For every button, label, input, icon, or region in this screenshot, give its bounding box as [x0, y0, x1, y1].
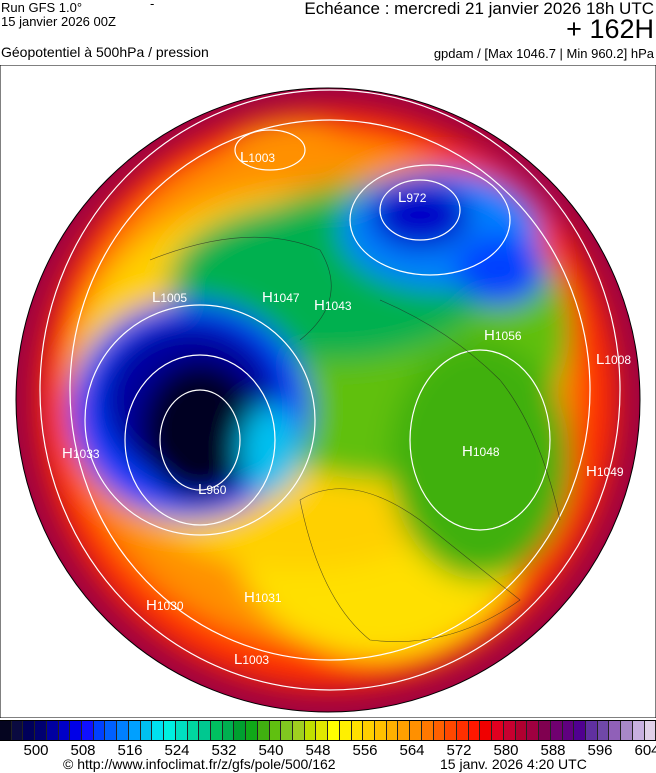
- color-swatch: [445, 721, 458, 740]
- color-swatch: [539, 721, 551, 740]
- color-scale-tick: 564: [399, 742, 425, 759]
- pressure-center: L972: [398, 189, 427, 206]
- pressure-center: L: [506, 117, 514, 134]
- color-swatch: [23, 721, 36, 740]
- color-swatch: [152, 721, 165, 740]
- color-scale-tick: 508: [70, 742, 96, 759]
- pressure-center: H1031: [244, 589, 282, 606]
- color-swatch: [468, 721, 481, 740]
- color-scale-tick: 588: [540, 742, 566, 759]
- color-swatch: [550, 721, 563, 740]
- color-scale-tick: 500: [23, 742, 49, 759]
- color-swatch: [421, 721, 434, 740]
- color-swatch: [11, 721, 24, 740]
- color-scale-tick: 556: [352, 742, 378, 759]
- color-swatch: [433, 721, 446, 740]
- pressure-center: L1003: [240, 149, 275, 166]
- color-scale-tick: 516: [117, 742, 143, 759]
- color-swatch: [304, 721, 317, 740]
- color-swatch: [117, 721, 129, 740]
- color-swatch: [632, 721, 645, 740]
- color-swatch: [140, 721, 153, 740]
- color-swatch: [527, 721, 540, 740]
- color-scale-tick: 572: [446, 742, 472, 759]
- polar-map: L1003 L972 H1047 H1043 L1005 H1056 L1008…: [0, 65, 656, 718]
- pressure-center: H1047: [262, 289, 300, 306]
- color-swatch: [257, 721, 270, 740]
- color-swatch: [457, 721, 469, 740]
- color-swatch: [281, 721, 293, 740]
- run-date: 15 janvier 2026 00Z: [1, 14, 116, 29]
- color-swatch: [210, 721, 223, 740]
- color-scale-tick: 580: [493, 742, 519, 759]
- pressure-center: H1048: [462, 443, 500, 460]
- pressure-center: H1043: [314, 297, 352, 314]
- pressure-center: H1033: [62, 445, 100, 462]
- color-swatch: [46, 721, 59, 740]
- color-swatch: [480, 721, 493, 740]
- color-swatch: [375, 721, 387, 740]
- separator-dash: -: [150, 0, 155, 11]
- pressure-center: L960: [198, 481, 227, 498]
- color-swatch: [82, 721, 94, 740]
- color-swatch: [316, 721, 329, 740]
- color-swatch: [222, 721, 235, 740]
- color-swatch: [339, 721, 352, 740]
- color-swatch: [597, 721, 610, 740]
- color-swatch: [562, 721, 575, 740]
- color-swatch: [164, 721, 176, 740]
- color-swatch: [292, 721, 305, 740]
- color-scale-tick: 524: [164, 742, 190, 759]
- color-swatch: [128, 721, 141, 740]
- color-scale-tick: 540: [258, 742, 284, 759]
- color-swatch: [574, 721, 586, 740]
- color-swatch: [398, 721, 411, 740]
- pressure-center: L1005: [152, 289, 187, 306]
- source-url: © http://www.infoclimat.fr/z/gfs/pole/50…: [63, 756, 336, 772]
- color-swatch: [175, 721, 188, 740]
- pressure-center: H1056: [484, 327, 522, 344]
- color-swatch: [644, 721, 656, 740]
- field-title: Géopotentiel à 500hPa / pression: [1, 44, 209, 60]
- pressure-center: H1049: [586, 463, 624, 480]
- color-swatch: [386, 721, 399, 740]
- forecast-time: Echéance : mercredi 21 janvier 2026 18h …: [304, 0, 654, 18]
- color-scale-tick: 604: [634, 742, 656, 759]
- color-swatch: [621, 721, 633, 740]
- run-label: Run GFS 1.0°: [1, 0, 83, 15]
- color-swatch: [35, 721, 47, 740]
- lead-time: + 162H: [566, 14, 654, 44]
- pressure-center: L1003: [234, 651, 269, 668]
- color-swatch: [93, 721, 106, 740]
- color-swatch: [363, 721, 375, 740]
- color-swatch: [234, 721, 247, 740]
- color-swatch: [105, 721, 118, 740]
- color-swatch: [351, 721, 364, 740]
- color-scale: [0, 720, 656, 741]
- color-swatch: [492, 721, 504, 740]
- color-scale-tick: 548: [305, 742, 331, 759]
- pressure-center: H1030: [146, 597, 184, 614]
- units-minmax: gpdam / [Max 1046.7 | Min 960.2] hPa: [433, 46, 654, 61]
- color-swatch: [199, 721, 211, 740]
- color-swatch: [0, 721, 12, 740]
- color-swatch: [503, 721, 516, 740]
- color-swatch: [58, 721, 71, 740]
- color-scale-tick: 532: [211, 742, 237, 759]
- color-swatch: [410, 721, 422, 740]
- pressure-center: L1008: [596, 351, 631, 368]
- generated-time: 15 janv. 2026 4:20 UTC: [440, 756, 587, 772]
- color-swatch: [609, 721, 622, 740]
- color-swatch: [328, 721, 340, 740]
- color-scale-ticks: 500 508 516 524 532 540 548 556 564 572 580 588 596 6…: [0, 742, 656, 759]
- color-swatch: [246, 721, 258, 740]
- color-swatch: [70, 721, 83, 740]
- color-swatch: [515, 721, 528, 740]
- color-scale-tick: 596: [587, 742, 613, 759]
- color-swatch: [187, 721, 200, 740]
- color-swatch: [269, 721, 282, 740]
- color-swatch: [585, 721, 598, 740]
- pressure-labels: L1003 L972 H1047 H1043 L1005 H1056 L1008…: [62, 117, 631, 668]
